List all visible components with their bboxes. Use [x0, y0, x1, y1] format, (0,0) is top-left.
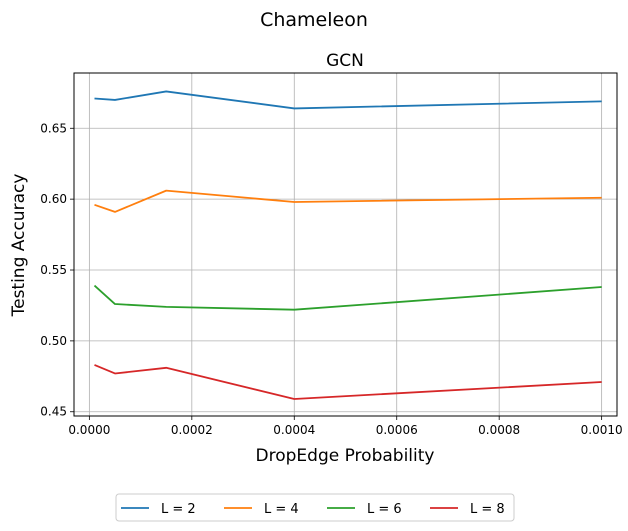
series-line-1 [94, 90, 602, 110]
y-tick-label: 0.55 [40, 263, 67, 277]
plot-area [73, 72, 618, 417]
y-axis-label: Testing Accuracy [9, 174, 29, 318]
series-lines [93, 90, 602, 400]
y-tick-label: 0.65 [40, 121, 67, 135]
x-tick-label: 0.0006 [376, 423, 418, 437]
chart-title: GCN [326, 51, 364, 71]
legend-label-4: L = 8 [470, 502, 505, 517]
axis-ticks: 0.0000 0.0002 0.0004 0.0006 0.0008 0.0010 0.45… [40, 121, 622, 437]
chart-suptitle: Chameleon [260, 9, 368, 31]
x-tick-label: 0.0008 [478, 423, 520, 437]
series-line-2 [94, 189, 602, 213]
grid-lines [74, 73, 617, 416]
x-tick-label: 0.0010 [581, 423, 623, 437]
legend-frame [115, 493, 515, 522]
y-tick-label: 0.45 [40, 405, 67, 419]
series-line-4 [94, 364, 602, 400]
y-tick-label: 0.60 [40, 192, 67, 206]
x-axis-label: DropEdge Probability [256, 446, 435, 466]
series-line-3 [93, 284, 602, 311]
x-tick-label: 0.0000 [68, 423, 110, 437]
legend-label-2: L = 4 [264, 502, 299, 517]
legend: L = 2 L = 4 L = 6 L = 8 [115, 493, 515, 522]
x-tick-label: 0.0002 [171, 423, 213, 437]
x-tick-label: 0.0004 [273, 423, 315, 437]
legend-label-3: L = 6 [367, 502, 402, 517]
legend-label-1: L = 2 [161, 502, 196, 517]
y-tick-label: 0.50 [40, 334, 67, 348]
